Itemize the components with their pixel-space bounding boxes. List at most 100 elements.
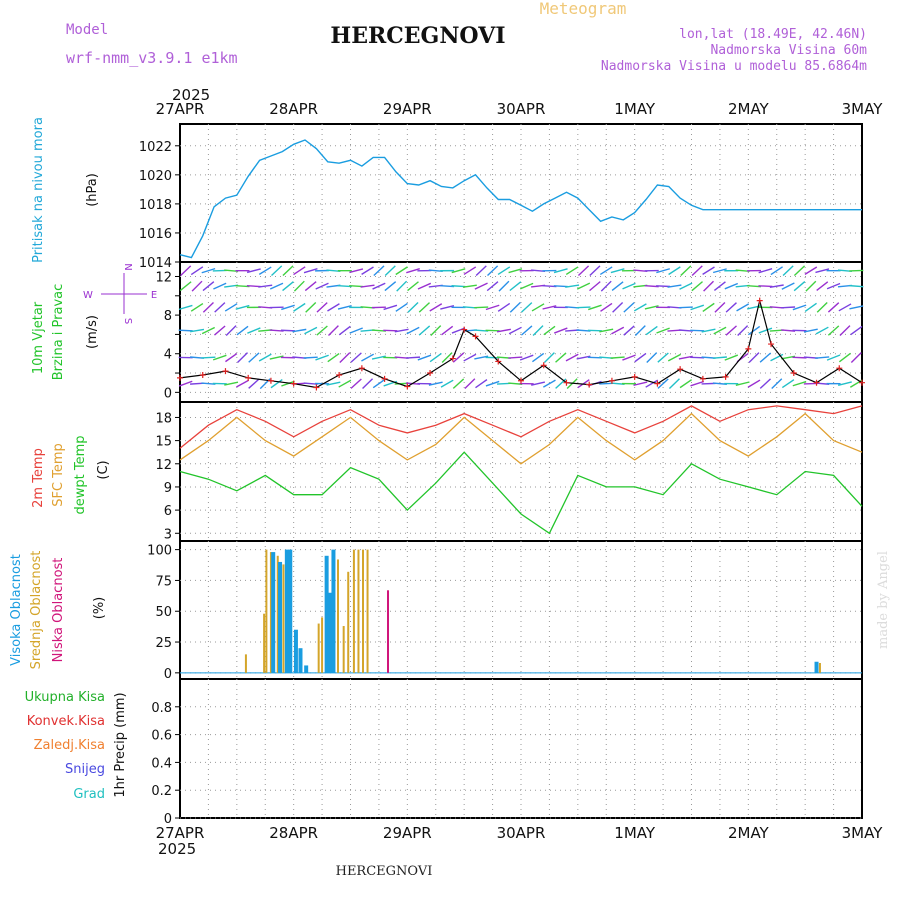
wind-arrow bbox=[725, 302, 737, 313]
y-tick-label: 1020 bbox=[139, 169, 172, 184]
wind-arrow bbox=[634, 352, 647, 363]
wind-arrow bbox=[508, 326, 522, 335]
wind-arrow bbox=[326, 381, 341, 386]
wind-arrow bbox=[487, 265, 499, 277]
wind-arrow bbox=[792, 304, 807, 311]
cloud-bar-high bbox=[331, 549, 336, 673]
cloud-bar-mid bbox=[342, 626, 345, 673]
wind-arrow bbox=[440, 379, 454, 388]
wind-arrow bbox=[191, 280, 203, 292]
wind-arrow bbox=[395, 266, 408, 276]
y-tick-label: 15 bbox=[155, 435, 172, 450]
wind-arrow bbox=[304, 281, 317, 292]
wind-arrow bbox=[600, 302, 613, 312]
wind-speed-marker bbox=[540, 362, 547, 369]
cloud-bar-high bbox=[293, 629, 298, 673]
wind-speed-marker bbox=[404, 383, 411, 390]
wind-arrow bbox=[271, 265, 283, 276]
precip-ylabel: 1hr Precip (mm) bbox=[113, 692, 128, 797]
wind-arrow bbox=[748, 352, 760, 364]
wind-arrow bbox=[451, 268, 466, 274]
wind-arrow bbox=[508, 268, 523, 274]
wind-speed-marker bbox=[677, 366, 684, 373]
wind-arrow bbox=[555, 352, 567, 363]
top-day-label: 1MAY bbox=[614, 100, 656, 118]
wind-arrow bbox=[407, 302, 419, 313]
wind-arrow bbox=[827, 302, 840, 313]
wind-arrow bbox=[849, 284, 864, 288]
wind-arrow bbox=[543, 352, 555, 364]
wind-arrow bbox=[815, 356, 830, 359]
wind-arrow bbox=[224, 303, 238, 312]
wind-speed-marker bbox=[608, 377, 615, 384]
wind-arrow bbox=[713, 281, 726, 291]
compass-east: E bbox=[151, 290, 157, 301]
cloud-high-label: Visoka Oblacnost bbox=[9, 554, 24, 666]
pressure-panel: 1014 1016 1018 1020 1022 bbox=[139, 123, 863, 271]
wind-arrow bbox=[201, 356, 216, 359]
top-day-label: 28APR bbox=[269, 100, 318, 118]
wind-arrow bbox=[361, 266, 374, 275]
y-tick-label: 12 bbox=[155, 458, 172, 473]
wind-arrow bbox=[405, 356, 421, 359]
wind-arrow bbox=[782, 265, 794, 277]
sfc-temp-label: SFC Temp bbox=[51, 443, 66, 507]
wind-speed-marker bbox=[631, 373, 638, 380]
wind-arrow bbox=[418, 325, 431, 336]
wind-arrow bbox=[327, 352, 340, 363]
wind-arrow bbox=[576, 306, 591, 309]
cloud-bar-mid bbox=[362, 549, 365, 673]
cloud-bar-mid bbox=[366, 549, 369, 673]
wind-arrow bbox=[576, 282, 591, 290]
wind-arrow bbox=[759, 378, 771, 389]
wind-arrow bbox=[474, 355, 489, 360]
cloud-bar-high bbox=[304, 665, 309, 673]
wind-arrow bbox=[213, 282, 227, 290]
legend-grad: Grad bbox=[73, 787, 105, 802]
wind-arrow bbox=[622, 282, 636, 290]
wind-arrow bbox=[417, 354, 432, 361]
wind-arrow bbox=[678, 306, 693, 309]
wind-arrow bbox=[668, 266, 681, 276]
pressure-ylabel: Pritisak na nivou mora bbox=[31, 117, 46, 263]
wind-arrow bbox=[589, 281, 601, 292]
wind-arrow bbox=[202, 302, 214, 313]
wind-arrow bbox=[770, 266, 783, 276]
cloud-bar-mid bbox=[818, 662, 821, 673]
cloud-bar-mid bbox=[276, 555, 279, 673]
top-time-axis: 27APR 28APR 29APR 30APR 1MAY 2MAY 3MAY bbox=[156, 100, 884, 118]
bottom-day-label: 28APR bbox=[269, 824, 318, 842]
cloud-bar-mid bbox=[317, 623, 320, 673]
model-name: wrf-nmm_v3.9.1 e1km bbox=[66, 49, 238, 67]
wind-arrow bbox=[839, 325, 851, 336]
wind-arrow bbox=[463, 353, 477, 362]
footer-station-title: HERCEGNOVI bbox=[336, 864, 433, 879]
wind-arrow bbox=[281, 304, 295, 311]
wind-arrow bbox=[520, 325, 533, 336]
wind-arrow bbox=[292, 328, 307, 333]
precip-panel: 0 0.2 0.4 0.6 0.8 bbox=[151, 678, 863, 827]
y-tick-label: 4 bbox=[164, 348, 172, 363]
wind-arrow bbox=[474, 306, 489, 309]
wind-speed-marker bbox=[245, 374, 252, 381]
cloud-bar-mid bbox=[265, 549, 268, 673]
wind-speed-marker bbox=[518, 377, 524, 384]
top-day-label: 2MAY bbox=[728, 100, 770, 118]
wind-arrow bbox=[771, 378, 783, 390]
wind-arrow bbox=[519, 282, 534, 290]
wind-speed-marker bbox=[813, 379, 820, 386]
cloud-low-label: Niska Oblacnost bbox=[51, 558, 66, 663]
cloud-bar-mid bbox=[352, 549, 355, 673]
wind-arrow bbox=[178, 304, 193, 311]
y-tick-label: 1022 bbox=[139, 140, 172, 155]
wind-arrow bbox=[657, 352, 669, 363]
wind-arrow bbox=[486, 281, 499, 292]
wind-speed-marker bbox=[381, 375, 388, 382]
cloud-bar-mid bbox=[357, 549, 360, 673]
wind-arrow bbox=[338, 379, 352, 388]
wind-arrow bbox=[497, 266, 511, 276]
wind-arrow bbox=[451, 327, 466, 334]
wind-arrow bbox=[361, 353, 375, 362]
y-tick-label: 25 bbox=[155, 636, 172, 651]
wind-speed-marker bbox=[336, 371, 343, 378]
